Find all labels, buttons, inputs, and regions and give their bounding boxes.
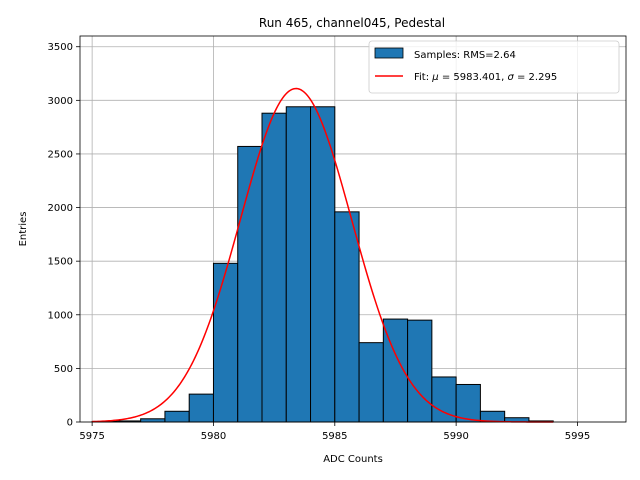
histogram-bar bbox=[407, 319, 433, 423]
bars-layer bbox=[91, 106, 554, 423]
x-axis-ticks: 5975 5980 5985 5990 5995 bbox=[79, 422, 590, 442]
y-axis-label: Entries bbox=[18, 212, 29, 247]
histogram-bar bbox=[261, 112, 287, 423]
x-tick-label: 5990 bbox=[443, 431, 468, 442]
legend-fit-mu-value: = 5983.401, bbox=[439, 72, 508, 83]
y-tick-label: 2500 bbox=[48, 149, 73, 160]
histogram-bar bbox=[285, 106, 312, 423]
x-tick-label: 5980 bbox=[201, 431, 226, 442]
x-tick-label: 5995 bbox=[565, 431, 590, 442]
legend-fit-prefix: Fit: bbox=[414, 72, 432, 83]
histogram-bar bbox=[358, 342, 384, 423]
histogram-bar bbox=[164, 410, 190, 423]
y-tick-label: 1500 bbox=[48, 257, 73, 268]
plot-frame bbox=[79, 35, 627, 423]
y-tick-label: 1000 bbox=[48, 310, 73, 321]
histogram-bar bbox=[212, 262, 239, 423]
legend-histogram-swatch bbox=[374, 47, 404, 59]
histogram-bar bbox=[310, 106, 336, 423]
histogram-bar bbox=[455, 383, 481, 423]
x-tick-label: 5975 bbox=[79, 431, 104, 442]
legend-fit-sigma-value: = 2.295 bbox=[514, 72, 557, 83]
histogram-bar bbox=[140, 418, 166, 423]
y-tick-label: 3000 bbox=[48, 96, 73, 107]
fit-layer bbox=[92, 87, 554, 423]
histogram-bar bbox=[334, 211, 360, 423]
chart-title: Run 465, channel045, Pedestal bbox=[259, 16, 445, 30]
x-tick-label: 5985 bbox=[322, 431, 347, 442]
y-tick-label: 3500 bbox=[48, 42, 73, 53]
legend-fit-mu-symbol: μ bbox=[431, 72, 438, 83]
y-tick-label: 0 bbox=[67, 418, 73, 429]
legend-fit-sigma-symbol: σ bbox=[507, 72, 514, 83]
y-tick-label: 500 bbox=[54, 364, 73, 375]
histogram-bar bbox=[188, 393, 214, 423]
legend: Samples: RMS=2.64 Fit: μ = 5983.401, σ =… bbox=[368, 40, 620, 94]
legend-fit-label: Fit: μ = 5983.401, σ = 2.295 bbox=[414, 72, 557, 83]
x-axis-label: ADC Counts bbox=[323, 454, 383, 465]
y-tick-label: 2000 bbox=[48, 203, 73, 214]
legend-histogram-label: Samples: RMS=2.64 bbox=[414, 50, 516, 61]
fit-curve bbox=[92, 87, 554, 423]
y-axis-ticks: 0 500 1000 1500 2000 2500 3000 3500 bbox=[48, 42, 80, 429]
legend-box bbox=[368, 40, 620, 94]
